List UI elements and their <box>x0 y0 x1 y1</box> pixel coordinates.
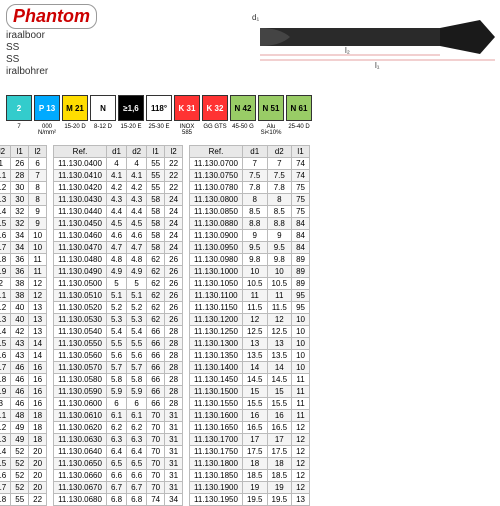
product-desc: iraalboorSSSSiralbohrer <box>6 30 48 78</box>
badge-subs: 7000 N/mm²15-20 D8-12 D15-20 E25-30 EINO… <box>6 124 312 136</box>
table-2: Ref.d1d2l1l211.130.040044552211.130.0410… <box>53 145 183 506</box>
data-tables: d1d2l1l2112661.11.12871.21.23081.31.3308… <box>0 145 310 506</box>
table-1: d1d2l1l2112661.11.12871.21.23081.31.3308… <box>0 145 47 506</box>
drill-diagram: l₁ l₂ d₁ <box>250 0 500 70</box>
brand-logo: Phantom <box>6 4 97 29</box>
svg-text:l₁: l₁ <box>375 61 380 70</box>
svg-text:d₁: d₁ <box>252 13 259 22</box>
table-3: Ref.d1d2l111.130.0700777411.130.07507.57… <box>189 145 310 506</box>
svg-text:l₂: l₂ <box>345 46 350 55</box>
material-badges: 2P 13M 21N≥1,6118°K 31K 32N 42N 51N 61 <box>6 95 312 121</box>
